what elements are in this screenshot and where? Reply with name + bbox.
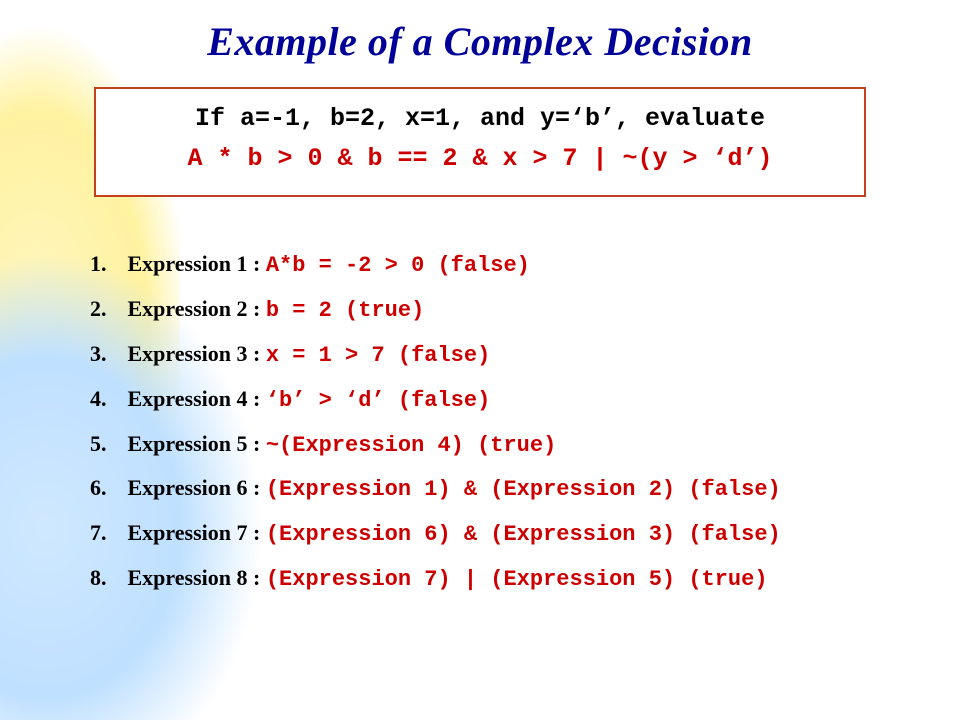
- expression-label: Expression 2 :: [128, 296, 266, 321]
- list-item: Expression 7 : (Expression 6) & (Express…: [90, 512, 960, 557]
- expression-list: Expression 1 : A*b = -2 > 0 (false) Expr…: [90, 243, 960, 602]
- expression-code: (Expression 7) | (Expression 5) (true): [266, 567, 768, 592]
- expression-code: ~(Expression 4) (true): [266, 433, 556, 458]
- list-item: Expression 6 : (Expression 1) & (Express…: [90, 467, 960, 512]
- list-item: Expression 3 : x = 1 > 7 (false): [90, 333, 960, 378]
- expression-code: (Expression 1) & (Expression 2) (false): [266, 477, 781, 502]
- expression-code: ‘b’ > ‘d’ (false): [266, 388, 490, 413]
- list-item: Expression 1 : A*b = -2 > 0 (false): [90, 243, 960, 288]
- list-item: Expression 8 : (Expression 7) | (Express…: [90, 557, 960, 602]
- problem-box: If a=-1, b=2, x=1, and y=‘b’, evaluate A…: [94, 87, 866, 197]
- expression-label: Expression 3 :: [128, 341, 266, 366]
- expression-label: Expression 1 :: [128, 251, 266, 276]
- problem-given: If a=-1, b=2, x=1, and y=‘b’, evaluate: [110, 99, 850, 139]
- problem-expression: A * b > 0 & b == 2 & x > 7 | ~(y > ‘d’): [110, 139, 850, 179]
- page-title: Example of a Complex Decision: [0, 0, 960, 65]
- expression-label: Expression 6 :: [128, 475, 266, 500]
- list-item: Expression 5 : ~(Expression 4) (true): [90, 423, 960, 468]
- expression-label: Expression 7 :: [128, 520, 266, 545]
- expression-code: x = 1 > 7 (false): [266, 343, 490, 368]
- expression-code: (Expression 6) & (Expression 3) (false): [266, 522, 781, 547]
- expression-code: b = 2 (true): [266, 298, 424, 323]
- expression-label: Expression 5 :: [128, 431, 266, 456]
- slide-content: Example of a Complex Decision If a=-1, b…: [0, 0, 960, 720]
- expression-label: Expression 4 :: [128, 386, 266, 411]
- expression-code: A*b = -2 > 0 (false): [266, 253, 530, 278]
- list-item: Expression 2 : b = 2 (true): [90, 288, 960, 333]
- list-item: Expression 4 : ‘b’ > ‘d’ (false): [90, 378, 960, 423]
- expression-label: Expression 8 :: [128, 565, 266, 590]
